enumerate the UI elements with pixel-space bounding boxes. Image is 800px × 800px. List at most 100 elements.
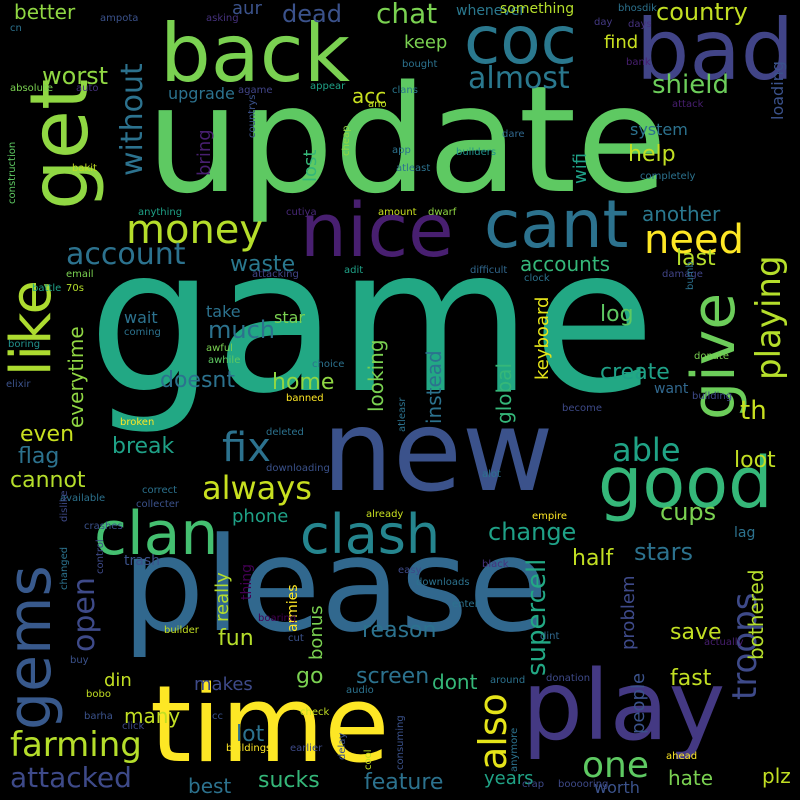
word-something: trash bbox=[124, 553, 160, 569]
word-cutiya: amount bbox=[378, 207, 417, 218]
word-black: enter bbox=[452, 599, 479, 610]
word-construction: anything bbox=[138, 207, 183, 218]
word-email: 70s bbox=[66, 283, 84, 294]
word-appear: clans bbox=[392, 85, 418, 96]
word-difficult: clock bbox=[524, 273, 550, 284]
word-upgrade: upgrade bbox=[168, 84, 235, 103]
word-change: change bbox=[488, 518, 577, 546]
word-atleasr: alot bbox=[482, 469, 501, 480]
word-easy: downloads bbox=[416, 577, 470, 588]
word-anything: cutiya bbox=[286, 207, 317, 218]
word-account: account bbox=[66, 237, 186, 272]
word-buildings: delay bbox=[337, 732, 348, 760]
word-attacking: adit bbox=[344, 265, 364, 276]
word-play: play bbox=[522, 650, 726, 762]
word-audio: check bbox=[300, 707, 330, 718]
word-damage: email bbox=[66, 269, 94, 280]
word-create: create bbox=[600, 360, 670, 385]
word-clans: ano bbox=[368, 99, 387, 110]
word-bhosdik: day bbox=[594, 17, 613, 28]
word-available: collecter bbox=[136, 499, 180, 510]
word-one: one bbox=[582, 745, 649, 786]
word-loading: loading bbox=[768, 61, 787, 120]
word-app: builders bbox=[456, 147, 497, 158]
word-flag: flag bbox=[18, 444, 60, 469]
word-th: th bbox=[740, 396, 767, 426]
word-also: also bbox=[471, 693, 515, 770]
word-space: star bbox=[274, 308, 305, 327]
word-open: open bbox=[67, 577, 102, 652]
word-much: much bbox=[208, 316, 275, 344]
word-worst: worst bbox=[42, 62, 109, 90]
word-agame: bought bbox=[402, 59, 438, 70]
word-screen: screen bbox=[356, 664, 430, 689]
word-earlier: cool bbox=[363, 749, 374, 770]
word-go: go bbox=[296, 664, 324, 689]
word-bothered: bothered bbox=[744, 569, 768, 660]
word-asking: bhosdik bbox=[618, 3, 657, 14]
word-around: donation bbox=[546, 673, 591, 684]
word-consuming: anymore bbox=[509, 727, 520, 772]
word-dwarf: attacking bbox=[252, 269, 299, 280]
word-fast: fast bbox=[670, 666, 712, 691]
word-plz: plz bbox=[762, 764, 791, 788]
word-day: days bbox=[628, 19, 652, 30]
word-always: always bbox=[202, 469, 312, 507]
word-boaring: cut bbox=[288, 633, 304, 644]
word-people: people bbox=[628, 672, 649, 734]
word-changed: control bbox=[95, 539, 106, 574]
word-become: broken bbox=[120, 417, 155, 428]
word-delay: earlier bbox=[290, 743, 323, 754]
word-want: want bbox=[654, 381, 689, 397]
word-hate: hate bbox=[668, 766, 714, 790]
word-attacked: attacked bbox=[10, 761, 132, 794]
word-clan: clan bbox=[94, 499, 219, 569]
word-update: update bbox=[146, 54, 668, 226]
word-actually: buy bbox=[70, 655, 89, 666]
word-help: help bbox=[628, 142, 676, 167]
word-take: wait bbox=[124, 308, 158, 327]
word-boring: coming bbox=[124, 327, 161, 338]
word-star: take bbox=[206, 302, 241, 321]
word-waste: waste bbox=[230, 252, 296, 277]
word-clash: clash bbox=[300, 503, 441, 566]
word-worth: worth bbox=[594, 778, 640, 797]
word-builders: bakit bbox=[72, 163, 97, 174]
word-cups: cups bbox=[660, 498, 717, 526]
word-lag: thing bbox=[239, 563, 255, 600]
word-dead: dead bbox=[282, 0, 342, 28]
word-crashes: dislike bbox=[59, 490, 70, 522]
word-cant: cant bbox=[484, 186, 629, 263]
word-gems: gems bbox=[0, 565, 65, 730]
word-get: get bbox=[13, 78, 106, 210]
word-downloading: atleasr bbox=[397, 397, 408, 432]
word-choice: elixir bbox=[6, 379, 31, 390]
word-cannot: cannot bbox=[10, 468, 86, 493]
word-supercell: supercell bbox=[522, 558, 552, 676]
word-last: last bbox=[676, 246, 716, 271]
word-find: find bbox=[604, 32, 639, 53]
word-playing: playing bbox=[749, 255, 789, 380]
word-really: really bbox=[212, 572, 233, 622]
word-barha: cc bbox=[212, 711, 223, 722]
word-thing: armies bbox=[285, 584, 301, 632]
word-armies: asking bbox=[206, 13, 239, 24]
word-days: bank bbox=[626, 57, 651, 68]
word-another: another bbox=[642, 202, 721, 226]
word-bad: bad bbox=[636, 1, 795, 99]
word-new: new bbox=[322, 387, 554, 517]
word-log: log bbox=[600, 302, 634, 327]
word-break: break bbox=[112, 434, 175, 459]
word-feature: feature bbox=[364, 770, 444, 795]
word-acc: acc bbox=[352, 84, 387, 108]
word-check: barha bbox=[84, 711, 113, 722]
word-home: home bbox=[272, 370, 335, 395]
word-coc: coc bbox=[464, 2, 577, 79]
word-bakit: atleast bbox=[396, 163, 431, 174]
word-everytime: everytime bbox=[64, 326, 88, 428]
word-auto: absolute bbox=[10, 83, 53, 94]
word-bonus: bonus bbox=[306, 605, 327, 660]
word-correct: available bbox=[60, 493, 106, 504]
word-collecter: already bbox=[366, 509, 404, 520]
word-accounts: accounts bbox=[520, 252, 611, 276]
